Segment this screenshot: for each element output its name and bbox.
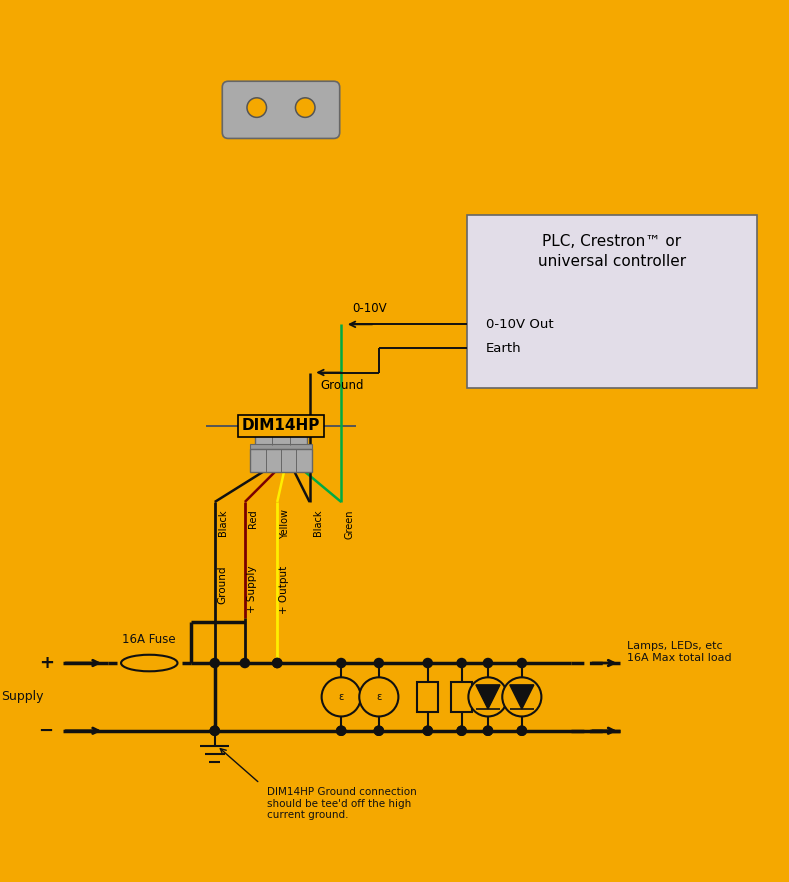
Circle shape [336, 726, 346, 736]
Circle shape [322, 677, 361, 716]
Text: Earth: Earth [486, 342, 522, 355]
Circle shape [483, 726, 493, 736]
Circle shape [469, 677, 507, 716]
Text: Black: Black [218, 510, 228, 536]
FancyBboxPatch shape [417, 682, 438, 712]
Circle shape [517, 658, 527, 669]
FancyBboxPatch shape [255, 426, 308, 445]
Circle shape [503, 677, 541, 716]
Text: + Output: + Output [279, 566, 290, 614]
Circle shape [272, 658, 282, 669]
Circle shape [210, 726, 220, 736]
Text: 0-10V Out: 0-10V Out [486, 318, 553, 331]
Text: Green: Green [344, 510, 354, 539]
Polygon shape [510, 684, 534, 709]
Text: ε: ε [376, 691, 382, 702]
Circle shape [210, 658, 220, 669]
Text: 16A Fuse: 16A Fuse [122, 633, 176, 647]
Text: Red: Red [248, 510, 258, 528]
Text: Lamps, LEDs, etc
16A Max total load: Lamps, LEDs, etc 16A Max total load [627, 641, 732, 662]
Circle shape [517, 726, 527, 736]
Circle shape [422, 726, 433, 736]
Circle shape [336, 726, 346, 736]
Circle shape [456, 726, 467, 736]
Circle shape [456, 726, 467, 736]
FancyBboxPatch shape [451, 682, 472, 712]
Circle shape [359, 677, 398, 716]
Text: +: + [39, 654, 54, 672]
Text: Ground: Ground [321, 378, 365, 392]
FancyBboxPatch shape [222, 81, 340, 138]
Text: DIM14HP Ground connection
should be tee'd off the high
current ground.: DIM14HP Ground connection should be tee'… [267, 788, 417, 820]
Text: PLC, Crestron™ or
universal controller: PLC, Crestron™ or universal controller [537, 234, 686, 269]
Ellipse shape [121, 654, 178, 671]
Text: Supply: Supply [2, 691, 44, 703]
Text: DIM14HP: DIM14HP [241, 418, 320, 433]
Circle shape [373, 726, 384, 736]
Text: Ground: Ground [217, 566, 227, 604]
Circle shape [210, 726, 220, 736]
Circle shape [373, 726, 384, 736]
Circle shape [240, 658, 250, 669]
Text: + Supply: + Supply [247, 566, 257, 614]
Text: −: − [39, 721, 54, 740]
Circle shape [373, 658, 384, 669]
Circle shape [422, 726, 433, 736]
Text: 0-10V: 0-10V [353, 303, 387, 315]
Circle shape [336, 658, 346, 669]
Text: ε: ε [338, 691, 344, 702]
Circle shape [272, 658, 282, 669]
Circle shape [456, 658, 467, 669]
Circle shape [483, 726, 493, 736]
Circle shape [295, 98, 315, 117]
Circle shape [483, 658, 493, 669]
Circle shape [517, 726, 527, 736]
FancyBboxPatch shape [250, 449, 312, 472]
Circle shape [422, 658, 433, 669]
FancyBboxPatch shape [250, 444, 312, 449]
FancyBboxPatch shape [467, 215, 757, 388]
Text: Yellow: Yellow [280, 510, 290, 540]
Text: Black: Black [312, 510, 323, 536]
Circle shape [247, 98, 267, 117]
Polygon shape [476, 684, 500, 709]
